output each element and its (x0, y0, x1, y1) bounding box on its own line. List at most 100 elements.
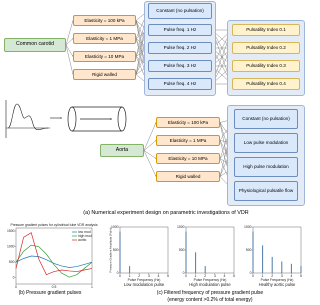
connector (143, 150, 157, 177)
elasticity-box: Rigid walled (156, 171, 220, 182)
elasticity-box: Elasticity = 100 kPa (156, 117, 220, 128)
pulse-box: Pulse freq. 2 Hz (148, 42, 212, 54)
output-box: Pulsatility Index 0.4 (232, 78, 300, 90)
y-tick-label: 500 (246, 248, 252, 252)
bar (300, 266, 302, 273)
y-tick-label: 0 (117, 271, 119, 275)
x-tick-label: 4 (157, 274, 159, 278)
caption: (b) Pressure gradient pulses (18, 290, 82, 296)
x-tick-label: 0 (185, 274, 187, 278)
bar (195, 252, 197, 273)
x-tick-label: 4 (223, 274, 225, 278)
x-tick-label: 5 (167, 274, 169, 278)
legend-label: high mod (78, 234, 92, 238)
x-tick-label: 3 (214, 274, 216, 278)
y-tick-label: 500 (9, 260, 15, 264)
elasticity-box: Elasticity = 10 MPa (156, 153, 220, 164)
x-tick-label: 0 (15, 285, 17, 289)
y-axis-label: Pressure Gradient Amplitude (Pa/m) (109, 227, 113, 272)
x-axis-label: Pulse Frequency (Hz) (194, 278, 227, 282)
caption: (c) Filtered frequency of pressure gradi… (156, 290, 264, 296)
y-tick-label: 1500 (7, 229, 15, 233)
x-axis-label: Pulse Frequency (Hz) (128, 278, 161, 282)
bar (252, 231, 254, 273)
elasticity-box: Rigid walled (73, 69, 136, 80)
vessel-sketch (67, 106, 127, 132)
pulse-box: Pulse freq. 4 Hz (148, 78, 212, 90)
connector (143, 150, 157, 159)
x-tick-label: 4 (290, 274, 292, 278)
x-tick-label: 3 (148, 274, 150, 278)
chart-title: Pressure gradient pulses for cylindrical… (10, 223, 97, 227)
x-tick-label: 1 (91, 285, 93, 289)
connector (143, 140, 157, 151)
bar (129, 266, 131, 273)
legend-label: aortic (78, 238, 87, 242)
legend-label: low mod (78, 230, 91, 234)
elasticity-box: Elasticity = 100 kPa (73, 15, 136, 26)
elasticity-box: Elasticity = 10 MPa (73, 51, 136, 62)
x-tick-label: 0 (252, 274, 254, 278)
y-tick-label: 1000 (244, 225, 252, 229)
data-line (15, 232, 93, 276)
x-tick-label: 3 (281, 274, 283, 278)
vessel-box: Common carotid (4, 38, 66, 52)
pulse-box: Low pulse modulation (234, 133, 298, 153)
bar (271, 256, 273, 273)
pulse-box: Pulse freq. 3 Hz (148, 60, 212, 72)
connector (65, 44, 74, 57)
plot-frame (252, 226, 302, 274)
plot-frame (185, 226, 235, 274)
bar (185, 231, 187, 273)
connector (65, 44, 74, 75)
chart-subtitle: High modulation pulse (189, 282, 231, 287)
x-tick-label: 1 (195, 274, 197, 278)
y-tick-label: 500 (113, 248, 119, 252)
connector (143, 122, 157, 151)
x-tick-label: 5 (233, 274, 235, 278)
y-tick-label: 0 (250, 271, 252, 275)
connector (65, 38, 74, 46)
data-line (15, 244, 93, 278)
bar (204, 266, 206, 273)
bar (262, 245, 264, 273)
elasticity-box: Elasticity = 1 MPa (156, 135, 220, 146)
pulse-box: Constant (no pulsation) (148, 3, 212, 19)
elasticity-box: Elasticity = 1 MPa (73, 33, 136, 44)
output-box: Pulsatility Index 0.2 (232, 42, 300, 54)
plot-frame (119, 226, 169, 274)
y-tick-label: 0 (183, 271, 185, 275)
pulse-box: Constant (no pulsation) (234, 109, 298, 129)
pulse-box: Pulse freq. 1 Hz (148, 24, 212, 36)
x-tick-label: 0.5 (52, 285, 57, 289)
pulse-sketch (5, 100, 62, 138)
pulse-box: Physiological pulsatile flow (234, 181, 298, 201)
y-tick-label: 1000 (7, 245, 15, 249)
chart-subtitle: Healthy aortic pulse (259, 282, 296, 287)
x-tick-label: 1 (129, 274, 131, 278)
figure: {"diagram": { "carotid": {"label": "Comm… (4, 1, 305, 303)
y-tick-label: 0 (13, 276, 15, 280)
output-box: Pulsatility Index 0.3 (232, 60, 300, 72)
bar (281, 261, 283, 273)
connector (65, 20, 74, 46)
x-tick-label: 2 (271, 274, 273, 278)
bar (119, 231, 121, 273)
data-line (15, 255, 93, 268)
output-box: Pulsatility Index 0.1 (232, 24, 300, 36)
chart-subtitle: Low modulation pulse (124, 282, 165, 287)
caption: (a) Numerical experiment design on param… (83, 210, 249, 216)
subcaption: (energy content >0.2% of total energy) (167, 297, 253, 303)
y-tick-label: 1000 (177, 225, 185, 229)
y-tick-label: 500 (179, 248, 185, 252)
pulse-box: High pulse modulation (234, 157, 298, 177)
vessel-box: Aorta (100, 144, 144, 157)
x-tick-label: 2 (138, 274, 140, 278)
x-tick-label: 1 (262, 274, 264, 278)
x-tick-label: 0 (119, 274, 121, 278)
bar (290, 263, 292, 273)
x-tick-label: 2 (204, 274, 206, 278)
y-tick-label: 1000 (111, 225, 119, 229)
x-axis-label: Pulse Frequency (Hz) (261, 278, 294, 282)
